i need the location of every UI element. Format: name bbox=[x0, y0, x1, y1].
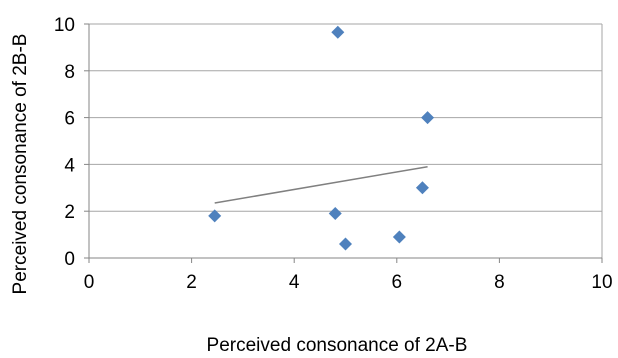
data-points bbox=[208, 25, 435, 251]
data-point-1 bbox=[331, 25, 345, 39]
y-tick-label-3: 6 bbox=[64, 109, 75, 130]
trendline-group bbox=[214, 166, 428, 204]
y-tick-label-0: 0 bbox=[64, 249, 75, 270]
data-point-2 bbox=[328, 207, 342, 221]
y-tick-label-4: 8 bbox=[64, 62, 75, 83]
data-point-5 bbox=[415, 181, 429, 195]
axes bbox=[84, 23, 603, 263]
data-point-4 bbox=[392, 230, 406, 244]
x-tick-label-4: 8 bbox=[494, 272, 505, 293]
grid-lines bbox=[89, 23, 603, 258]
y-tick-label-5: 10 bbox=[54, 15, 75, 36]
y-tick-labels: 0 2 4 6 8 10 bbox=[54, 15, 76, 270]
y-tick-label-2: 4 bbox=[64, 155, 75, 176]
x-tick-label-5: 10 bbox=[591, 272, 612, 293]
data-point-3 bbox=[339, 237, 352, 251]
x-tick-label-1: 2 bbox=[186, 272, 197, 293]
trendline bbox=[214, 166, 428, 204]
x-tick-label-2: 4 bbox=[289, 272, 300, 293]
x-tick-label-3: 6 bbox=[392, 272, 403, 293]
y-axis-title: Perceived consonance of 2B-B bbox=[10, 34, 31, 295]
x-axis-title: Perceived consonance of 2A-B bbox=[207, 335, 468, 356]
x-tick-labels: 0 2 4 6 8 10 bbox=[84, 272, 613, 293]
y-tick-label-1: 2 bbox=[64, 202, 75, 223]
data-point-0 bbox=[208, 209, 222, 223]
data-point-6 bbox=[421, 111, 435, 125]
x-tick-label-0: 0 bbox=[84, 272, 95, 293]
